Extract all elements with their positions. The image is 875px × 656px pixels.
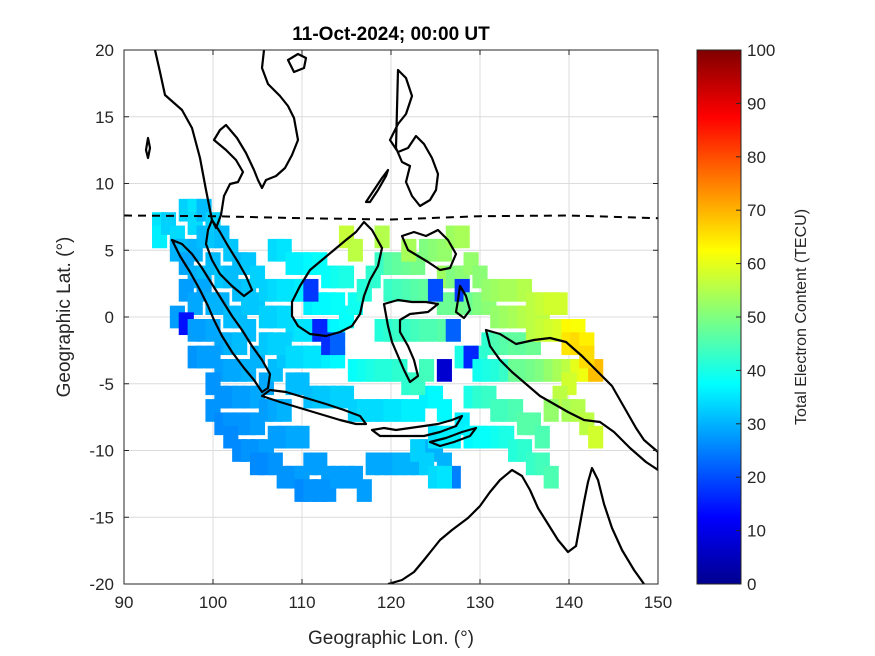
coastline-sulawesi: [382, 298, 440, 384]
x-tick-label: 90: [115, 593, 134, 612]
coastline-hainan: [286, 52, 308, 74]
x-tick-label: 120: [377, 593, 405, 612]
y-tick-label: -5: [99, 375, 114, 394]
y-axis-ticks: 20 15 10 5 0 -5 -10 -15 -20: [89, 41, 658, 594]
colorbar-tick-label: 60: [747, 255, 766, 274]
coastline-halmahera: [454, 284, 472, 320]
x-tick-label: 100: [199, 593, 227, 612]
x-axis-title: Geographic Lon. (°): [308, 628, 474, 649]
tec-cell: [294, 425, 310, 449]
tec-cell: [356, 479, 372, 502]
tec-cell: [419, 359, 435, 382]
tec-cell: [534, 425, 550, 449]
y-tick-label: 10: [95, 175, 114, 194]
tec-cell: [338, 265, 355, 289]
y-axis-title: Geographic Lat. (°): [54, 237, 75, 398]
y-tick-label: -20: [89, 575, 114, 594]
y-tick-label: 0: [105, 308, 114, 327]
y-tick-label: -10: [89, 442, 114, 461]
tec-cell: [543, 465, 559, 489]
colorbar-tick-label: 0: [747, 575, 756, 594]
tec-cell: [579, 345, 595, 369]
tec-cell: [427, 278, 444, 302]
x-tick-label: 110: [288, 593, 315, 612]
colorbar-tick-label: 90: [747, 94, 766, 113]
tec-cell: [552, 292, 568, 315]
tec-cell: [303, 278, 319, 302]
coastline-philippines-luzon: [388, 68, 440, 208]
colorbar-gradient: [696, 49, 742, 585]
coastline-palawan: [364, 168, 390, 204]
coastline-australia: [387, 466, 645, 584]
colorbar-tick-label: 40: [747, 361, 766, 380]
tec-cell: [445, 319, 461, 342]
tec-cell: [347, 238, 363, 262]
coastline-layer: [144, 50, 658, 584]
coastline-malay-peninsula: [204, 218, 254, 298]
coastline-sumatra: [170, 238, 272, 394]
colorbar-tick-label: 30: [747, 415, 766, 434]
tec-cell: [436, 399, 452, 422]
coastline-borneo: [290, 220, 384, 338]
colorbar-tick-label: 70: [747, 201, 766, 220]
coastline-andaman-islands: [144, 136, 152, 160]
magnetic-equator-line: [124, 214, 658, 221]
tec-data-layer: [152, 198, 604, 502]
x-tick-label: 130: [466, 593, 494, 612]
colorbar-tick-label: 100: [747, 41, 775, 60]
coastline-java: [260, 388, 368, 426]
coastline-mindanao: [400, 228, 458, 272]
chart-title: 11-Oct-2024; 00:00 UT: [292, 24, 490, 45]
tec-cell: [330, 332, 346, 356]
coastline-new-guinea: [484, 328, 658, 472]
x-tick-label: 150: [644, 593, 672, 612]
tec-cell: [436, 465, 452, 489]
y-tick-label: 20: [95, 41, 114, 60]
colorbar-tick-label: 10: [747, 522, 766, 541]
coastline-timor: [428, 426, 478, 448]
tec-cell: [454, 225, 470, 249]
x-tick-label: 140: [555, 593, 583, 612]
y-tick-label: -15: [89, 508, 114, 527]
coastline-lesser-sunda: [370, 414, 464, 438]
colorbar-label: Total Electron Content (TECU): [793, 209, 810, 425]
coastline-mainland-asia: [153, 50, 300, 230]
y-tick-label: 15: [95, 108, 114, 127]
colorbar-tick-label: 80: [747, 148, 766, 167]
colorbar-tick-label: 20: [747, 468, 766, 487]
colorbar-tick-label: 50: [747, 308, 766, 327]
tec-cell: [436, 359, 452, 382]
x-axis-ticks: 90 100 110 120 130 140 150: [115, 50, 672, 612]
tec-cell: [588, 425, 604, 449]
y-tick-label: 5: [105, 241, 114, 260]
